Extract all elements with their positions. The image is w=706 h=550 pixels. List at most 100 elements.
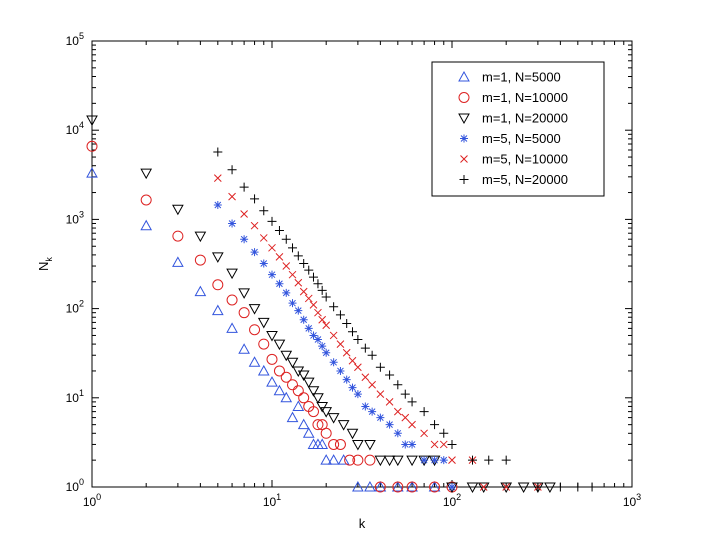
data-point xyxy=(309,331,318,340)
data-point xyxy=(298,392,310,404)
data-point xyxy=(533,482,543,492)
data-point xyxy=(213,201,222,210)
data-point xyxy=(484,455,494,465)
data-point xyxy=(320,407,333,418)
data-point xyxy=(273,365,285,377)
data-point xyxy=(248,356,261,367)
data-point xyxy=(314,308,322,317)
data-point xyxy=(288,270,297,279)
data-point xyxy=(239,182,249,192)
data-point xyxy=(281,234,291,244)
data-point xyxy=(250,248,259,257)
data-point xyxy=(353,335,363,345)
data-point xyxy=(439,440,448,449)
legend-label: m=1, N=5000 xyxy=(482,70,561,85)
data-point xyxy=(329,331,338,340)
y-tick-label: 103 xyxy=(66,209,84,226)
data-point xyxy=(328,438,340,450)
legend-marker xyxy=(459,175,469,184)
data-point xyxy=(140,168,153,180)
data-point xyxy=(407,397,417,407)
data-point xyxy=(344,454,356,466)
series-2 xyxy=(86,140,458,493)
series-1 xyxy=(86,167,441,492)
data-point xyxy=(317,285,327,295)
data-point xyxy=(587,482,597,492)
y-axis-label: Nk xyxy=(36,257,54,271)
legend-marker xyxy=(458,113,470,125)
data-point xyxy=(297,418,310,430)
data-point xyxy=(391,455,404,467)
data-point xyxy=(211,252,224,263)
data-point xyxy=(257,317,270,329)
data-point xyxy=(293,251,303,261)
legend: m=1, N=5000 m=1, N=10000 m=1, N=20000 m=5, … xyxy=(431,61,605,197)
data-point xyxy=(240,235,249,244)
data-point xyxy=(385,370,395,380)
data-point xyxy=(342,348,351,357)
legend-label: m=1, N=10000 xyxy=(482,90,568,105)
data-point xyxy=(212,279,224,291)
data-point xyxy=(280,391,293,403)
data-point xyxy=(313,335,322,344)
data-point xyxy=(321,292,331,302)
data-point xyxy=(275,279,284,288)
data-point xyxy=(297,370,310,382)
data-point xyxy=(194,254,206,266)
data-point xyxy=(213,174,222,183)
data-point xyxy=(336,366,345,375)
data-point xyxy=(307,406,319,418)
legend-marker xyxy=(458,70,470,82)
data-point xyxy=(259,206,269,216)
data-point xyxy=(348,383,357,392)
data-point xyxy=(385,398,394,406)
data-point xyxy=(420,429,428,438)
data-point xyxy=(238,307,250,319)
data-point xyxy=(329,302,339,312)
data-point xyxy=(294,278,303,287)
x-tick-label: 101 xyxy=(263,492,281,509)
data-point xyxy=(360,343,370,353)
data-point xyxy=(316,438,329,449)
data-point xyxy=(346,428,359,440)
data-point xyxy=(226,268,238,280)
data-point xyxy=(302,427,315,438)
data-point xyxy=(288,243,298,253)
data-point xyxy=(309,301,318,309)
data-point xyxy=(238,343,250,354)
data-point xyxy=(352,454,364,466)
series-5 xyxy=(213,174,542,491)
data-point xyxy=(408,420,416,429)
data-point xyxy=(406,480,418,492)
series-6 xyxy=(213,147,597,492)
data-point xyxy=(286,411,299,423)
data-point xyxy=(361,373,370,382)
data-point xyxy=(259,259,268,268)
data-point xyxy=(385,420,394,429)
data-point xyxy=(259,234,268,242)
data-point xyxy=(249,324,261,336)
data-point xyxy=(368,407,377,416)
data-point xyxy=(86,140,98,152)
data-point xyxy=(266,376,278,387)
data-point xyxy=(555,482,565,492)
data-point xyxy=(322,321,331,330)
data-point xyxy=(361,402,370,411)
data-point xyxy=(479,483,488,491)
data-point xyxy=(352,480,364,492)
data-point xyxy=(374,481,386,493)
legend-items: m=1, N=5000 m=1, N=10000 m=1, N=20000 m=5, … xyxy=(458,70,568,187)
data-point xyxy=(140,194,152,206)
data-point xyxy=(273,339,286,351)
data-point xyxy=(364,439,376,451)
data-point xyxy=(334,438,346,450)
data-point xyxy=(304,265,314,275)
data-point xyxy=(226,294,238,306)
data-point xyxy=(342,375,351,384)
y-tick-label: 100 xyxy=(66,477,84,494)
data-point xyxy=(322,348,331,357)
data-point xyxy=(393,429,402,438)
data-point xyxy=(393,380,403,390)
data-point xyxy=(268,243,276,252)
data-point xyxy=(327,413,340,424)
